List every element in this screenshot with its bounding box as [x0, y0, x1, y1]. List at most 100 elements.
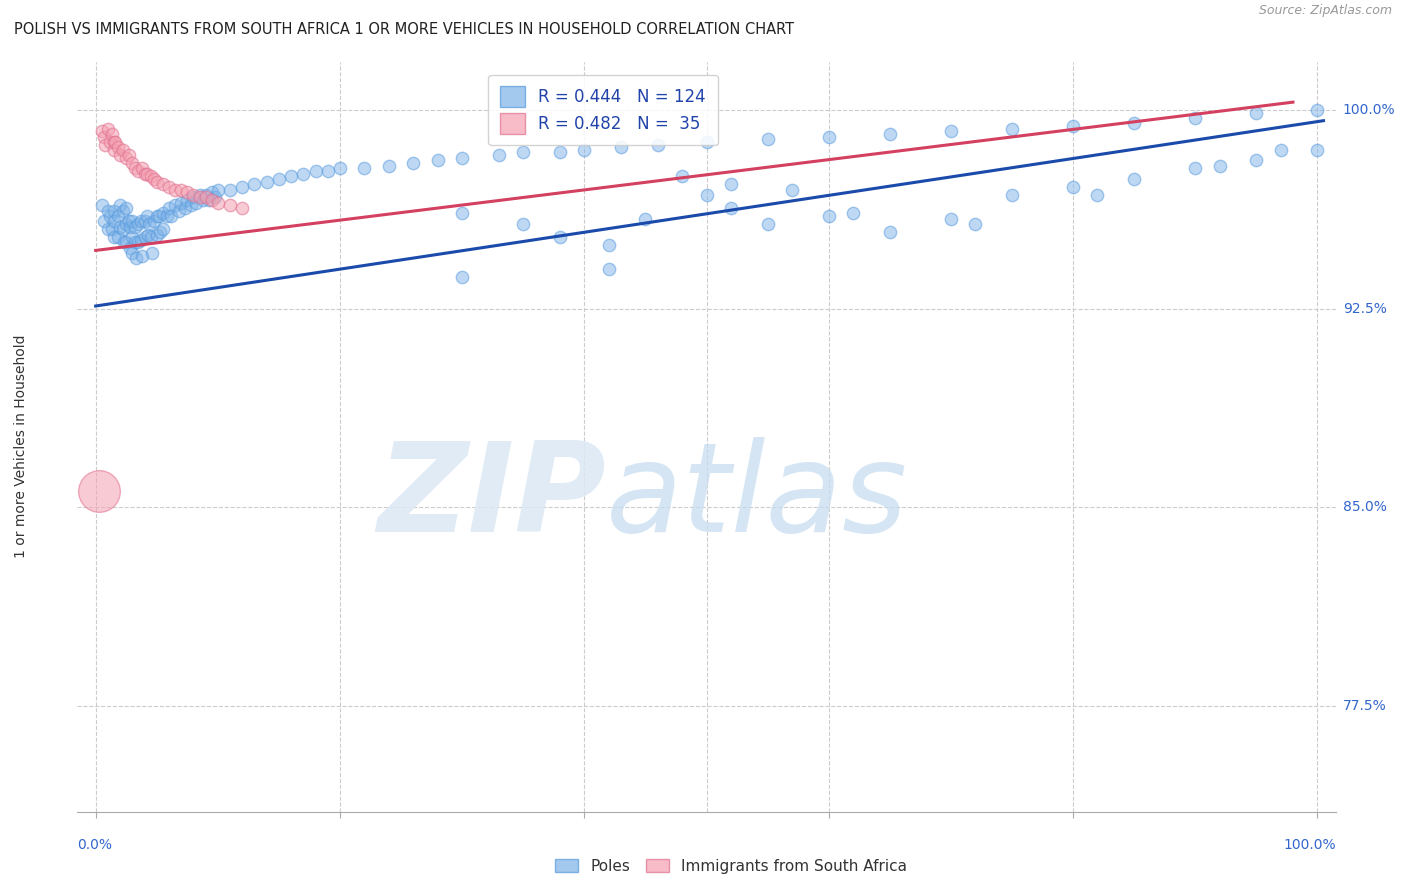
Point: [107, 230, 129, 244]
Point: [160, 209, 183, 223]
Point: [267, 172, 290, 186]
Legend: R = 0.444   N = 124, R = 0.482   N =  35: R = 0.444 N = 124, R = 0.482 N = 35: [488, 75, 717, 145]
Point: [780, 182, 803, 196]
Point: [647, 137, 669, 152]
Point: [939, 211, 962, 226]
Point: [111, 222, 134, 236]
Point: [1001, 121, 1024, 136]
Point: [817, 129, 839, 144]
Text: Source: ZipAtlas.com: Source: ZipAtlas.com: [1258, 4, 1392, 18]
Point: [125, 252, 148, 266]
Point: [134, 167, 156, 181]
Point: [402, 156, 425, 170]
Point: [121, 230, 143, 244]
Point: [165, 198, 187, 212]
Point: [103, 203, 125, 218]
Text: 1 or more Vehicles in Household: 1 or more Vehicles in Household: [14, 334, 28, 558]
Point: [115, 217, 138, 231]
Point: [90, 198, 112, 212]
Text: 100.0%: 100.0%: [1284, 838, 1336, 853]
Point: [108, 198, 131, 212]
Point: [103, 214, 125, 228]
Point: [201, 185, 224, 199]
Point: [1184, 161, 1206, 176]
Point: [115, 235, 138, 250]
Point: [451, 269, 474, 284]
Point: [965, 217, 987, 231]
Point: [1246, 105, 1268, 120]
Point: [124, 161, 146, 176]
Point: [696, 135, 718, 149]
Text: 77.5%: 77.5%: [1343, 698, 1386, 713]
Point: [201, 193, 224, 207]
Point: [152, 222, 174, 236]
Text: 100.0%: 100.0%: [1343, 103, 1395, 117]
Point: [304, 164, 326, 178]
Point: [183, 190, 205, 204]
Point: [329, 161, 352, 176]
Point: [118, 241, 141, 255]
Point: [183, 187, 205, 202]
Point: [143, 172, 166, 186]
Point: [451, 206, 474, 220]
Point: [671, 169, 693, 184]
Point: [117, 148, 139, 162]
Point: [157, 180, 180, 194]
Point: [134, 230, 156, 244]
Text: 85.0%: 85.0%: [1343, 500, 1386, 515]
Point: [598, 238, 620, 252]
Point: [548, 145, 571, 160]
Point: [1208, 159, 1230, 173]
Point: [131, 161, 153, 176]
Point: [610, 140, 633, 154]
Point: [720, 178, 742, 192]
Point: [100, 127, 122, 141]
Text: 0.0%: 0.0%: [77, 838, 112, 853]
Point: [188, 190, 211, 204]
Point: [1270, 143, 1292, 157]
Point: [1123, 172, 1146, 186]
Point: [231, 201, 253, 215]
Point: [97, 121, 120, 136]
Point: [115, 201, 138, 215]
Text: atlas: atlas: [606, 436, 908, 558]
Point: [89, 484, 111, 499]
Point: [842, 206, 865, 220]
Point: [1306, 143, 1329, 157]
Point: [149, 225, 172, 239]
Point: [219, 198, 242, 212]
Point: [180, 198, 202, 212]
Point: [176, 193, 198, 207]
Point: [170, 182, 193, 196]
Point: [136, 227, 159, 242]
Point: [173, 201, 195, 215]
Point: [115, 151, 138, 165]
Point: [145, 175, 167, 189]
Point: [280, 169, 302, 184]
Point: [207, 182, 229, 196]
Point: [98, 135, 121, 149]
Legend: Poles, Immigrants from South Africa: Poles, Immigrants from South Africa: [550, 853, 912, 880]
Point: [145, 209, 167, 223]
Point: [231, 180, 253, 194]
Point: [129, 214, 152, 228]
Point: [93, 214, 115, 228]
Point: [194, 190, 217, 204]
Point: [879, 225, 901, 239]
Point: [426, 153, 449, 168]
Point: [138, 217, 160, 231]
Point: [136, 209, 159, 223]
Point: [117, 214, 139, 228]
Point: [574, 143, 596, 157]
Point: [93, 129, 115, 144]
Point: [1062, 180, 1084, 194]
Point: [121, 214, 143, 228]
Point: [127, 217, 149, 231]
Point: [143, 214, 166, 228]
Point: [292, 167, 315, 181]
Point: [1062, 119, 1084, 133]
Point: [97, 222, 120, 236]
Point: [124, 219, 146, 234]
Point: [98, 209, 121, 223]
Point: [696, 187, 718, 202]
